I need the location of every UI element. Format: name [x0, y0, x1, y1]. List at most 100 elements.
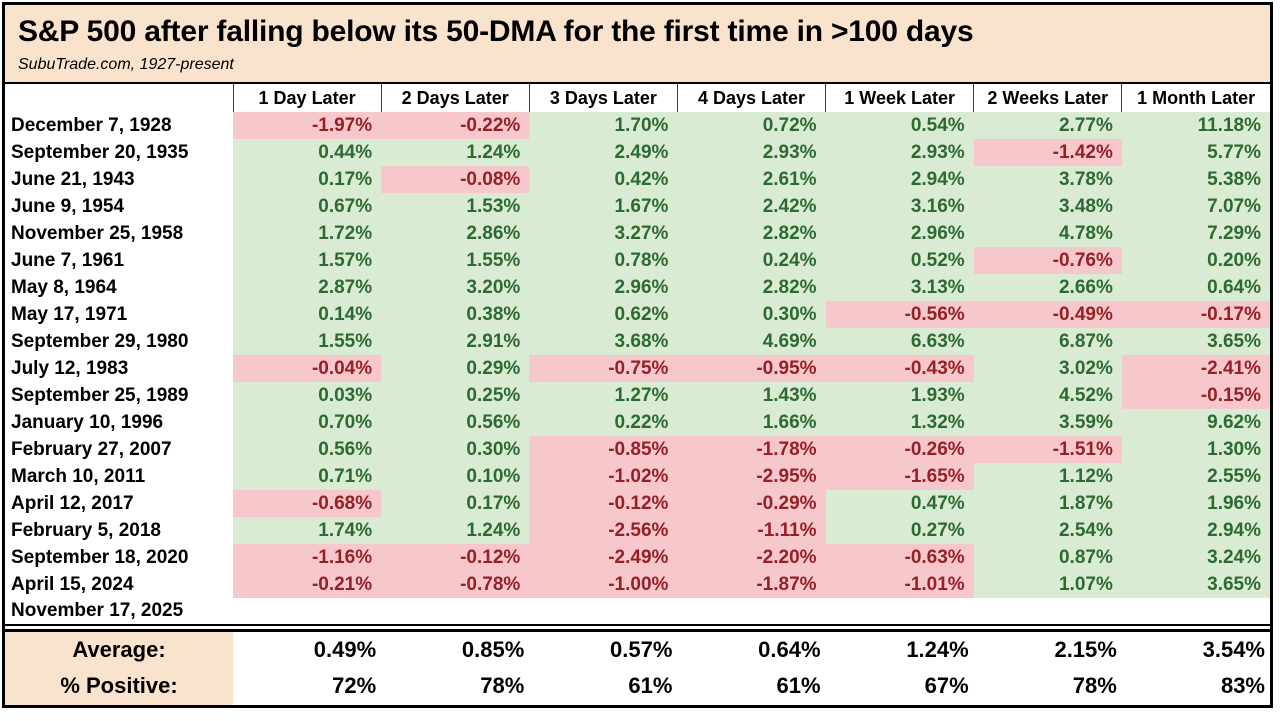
returns-table-body: December 7, 1928 -1.97% -0.22% 1.70% 0.72% 0.… — [5, 112, 1270, 625]
average-value: 0.49% — [233, 630, 382, 668]
returns-table-head: 1 Day Later 2 Days Later 3 Days Later 4 Day… — [5, 84, 1270, 112]
table-row: April 12, 2017 -0.68% 0.17% -0.12% -0.29% 0.4… — [5, 490, 1270, 517]
return-cell: 0.56% — [381, 409, 530, 436]
return-cell — [233, 598, 381, 625]
return-cell: 2.82% — [677, 274, 826, 301]
percent-positive-value: 78% — [973, 667, 1122, 705]
return-cell: -2.20% — [677, 544, 826, 571]
return-cell: 0.72% — [677, 112, 826, 139]
return-cell: 1.96% — [1121, 490, 1270, 517]
return-cell: -2.95% — [677, 463, 826, 490]
percent-positive-value: 83% — [1121, 667, 1270, 705]
return-cell: 1.87% — [973, 490, 1122, 517]
return-cell: 2.87% — [233, 274, 382, 301]
return-cell — [1122, 598, 1270, 625]
return-cell: 2.66% — [973, 274, 1122, 301]
return-cell: 3.78% — [973, 166, 1122, 193]
return-cell: -0.95% — [677, 355, 826, 382]
return-cell: 1.66% — [677, 409, 826, 436]
average-value: 0.57% — [529, 630, 678, 668]
average-value: 2.15% — [973, 630, 1122, 668]
table-row: June 7, 1961 1.57% 1.55% 0.78% 0.24% 0.52% -0.… — [5, 247, 1270, 274]
percent-positive-value: 72% — [233, 667, 382, 705]
return-cell: -0.08% — [381, 166, 530, 193]
return-cell — [381, 598, 529, 625]
return-cell: -1.97% — [233, 112, 382, 139]
row-date: January 10, 1996 — [5, 409, 233, 436]
return-cell: 0.52% — [825, 247, 974, 274]
return-cell: 7.07% — [1121, 193, 1270, 220]
return-cell: 0.30% — [677, 301, 826, 328]
row-date: June 9, 1954 — [5, 193, 233, 220]
date-column-header — [5, 84, 233, 112]
return-cell: 2.61% — [677, 166, 826, 193]
table-row: April 15, 2024 -0.21% -0.78% -1.00% -1.87% -1… — [5, 571, 1270, 598]
percent-positive-label: % Positive: — [5, 667, 233, 705]
return-cell: -0.29% — [677, 490, 826, 517]
return-cell: 1.74% — [233, 517, 382, 544]
return-cell — [826, 598, 974, 625]
row-date: May 17, 1971 — [5, 301, 233, 328]
table-row: February 5, 2018 1.74% 1.24% -2.56% -1.11% 0.… — [5, 517, 1270, 544]
return-cell: 4.78% — [973, 220, 1122, 247]
table-row: June 9, 1954 0.67% 1.53% 1.67% 2.42% 3.16% 3.4… — [5, 193, 1270, 220]
return-cell: 2.86% — [381, 220, 530, 247]
table-row: March 10, 2011 0.71% 0.10% -1.02% -2.95% -1.6… — [5, 463, 1270, 490]
return-cell — [529, 598, 677, 625]
return-cell: 2.82% — [677, 220, 826, 247]
return-cell: 2.96% — [825, 220, 974, 247]
return-cell: 3.02% — [973, 355, 1122, 382]
table-row: November 25, 1958 1.72% 2.86% 3.27% 2.82% 2.9… — [5, 220, 1270, 247]
row-date: November 25, 1958 — [5, 220, 233, 247]
table-row: September 18, 2020 -1.16% -0.12% -2.49% -2.2… — [5, 544, 1270, 571]
return-cell: -0.68% — [233, 490, 382, 517]
return-cell: 1.57% — [233, 247, 382, 274]
return-cell: 0.24% — [677, 247, 826, 274]
return-cell: -0.49% — [973, 301, 1122, 328]
return-cell: -0.12% — [529, 490, 678, 517]
return-cell: 2.93% — [677, 139, 826, 166]
row-date: February 27, 2007 — [5, 436, 233, 463]
table-row: January 10, 1996 0.70% 0.56% 0.22% 1.66% 1.32… — [5, 409, 1270, 436]
return-cell: -0.21% — [233, 571, 382, 598]
title-block: S&P 500 after falling below its 50-DMA f… — [5, 5, 1270, 84]
return-cell: 1.07% — [973, 571, 1122, 598]
return-cell: 3.27% — [529, 220, 678, 247]
return-cell: -2.56% — [529, 517, 678, 544]
return-cell: -0.75% — [529, 355, 678, 382]
return-cell: -0.78% — [381, 571, 530, 598]
average-value: 0.85% — [381, 630, 530, 668]
return-cell: 0.42% — [529, 166, 678, 193]
return-cell: 0.38% — [381, 301, 530, 328]
return-cell: 2.91% — [381, 328, 530, 355]
row-date: December 7, 1928 — [5, 112, 233, 139]
average-value: 1.24% — [825, 630, 974, 668]
return-cell: 1.55% — [381, 247, 530, 274]
return-cell: 11.18% — [1121, 112, 1270, 139]
return-cell: 0.14% — [233, 301, 382, 328]
return-cell: -0.04% — [233, 355, 382, 382]
return-cell: 3.65% — [1121, 328, 1270, 355]
table-row: June 21, 1943 0.17% -0.08% 0.42% 2.61% 2.94% 3… — [5, 166, 1270, 193]
return-cell: -0.76% — [973, 247, 1122, 274]
return-cell: -0.17% — [1121, 301, 1270, 328]
return-cell: 0.10% — [381, 463, 530, 490]
return-cell: 1.27% — [529, 382, 678, 409]
return-cell: 0.27% — [825, 517, 974, 544]
return-cell: 5.38% — [1121, 166, 1270, 193]
percent-positive-value: 61% — [677, 667, 826, 705]
table-row: February 27, 2007 0.56% 0.30% -0.85% -1.78% -… — [5, 436, 1270, 463]
return-cell: -1.02% — [529, 463, 678, 490]
return-cell: 0.17% — [233, 166, 382, 193]
table-card: S&P 500 after falling below its 50-DMA f… — [2, 2, 1273, 708]
return-cell: -0.26% — [825, 436, 974, 463]
return-cell: 2.94% — [825, 166, 974, 193]
return-cell: 2.94% — [1121, 517, 1270, 544]
return-cell: -0.56% — [825, 301, 974, 328]
return-cell: 3.65% — [1121, 571, 1270, 598]
return-cell: 0.70% — [233, 409, 382, 436]
return-cell: 1.24% — [381, 139, 530, 166]
return-cell: 3.68% — [529, 328, 678, 355]
return-cell: 1.12% — [973, 463, 1122, 490]
return-cell: -1.65% — [825, 463, 974, 490]
